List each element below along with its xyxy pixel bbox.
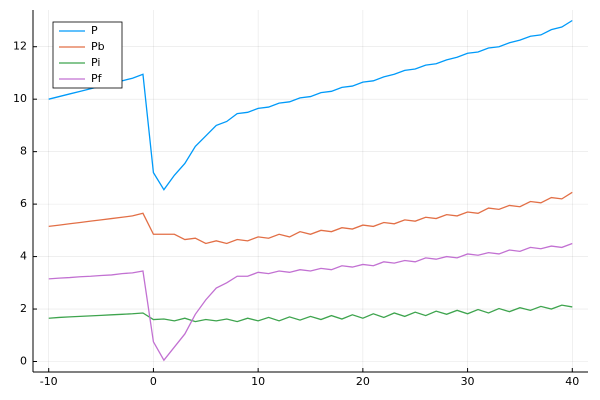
y-tick-label: 12 — [13, 40, 27, 53]
y-tick-label: 0 — [20, 355, 27, 368]
line-series — [48, 191, 573, 245]
y-tick-label: 8 — [20, 145, 27, 158]
x-tick-label: 0 — [150, 375, 157, 388]
line-series — [48, 242, 573, 362]
x-tick-label: 30 — [461, 375, 475, 388]
y-tick-label: 10 — [13, 92, 27, 105]
x-tick-label: 40 — [565, 375, 579, 388]
y-tick-label: 4 — [20, 250, 27, 263]
line-series — [48, 304, 573, 323]
x-tick-label: 20 — [356, 375, 370, 388]
legend-label: Pi — [91, 56, 100, 69]
legend-label: Pb — [91, 40, 105, 53]
line-series — [48, 19, 573, 191]
legend-box — [52, 21, 123, 89]
legend-label: P — [91, 24, 98, 37]
y-tick-label: 2 — [20, 302, 27, 315]
x-tick-label: -10 — [40, 375, 58, 388]
x-tick-label: 10 — [251, 375, 265, 388]
y-tick-label: 6 — [20, 197, 27, 210]
legend-label: Pf — [91, 72, 103, 85]
